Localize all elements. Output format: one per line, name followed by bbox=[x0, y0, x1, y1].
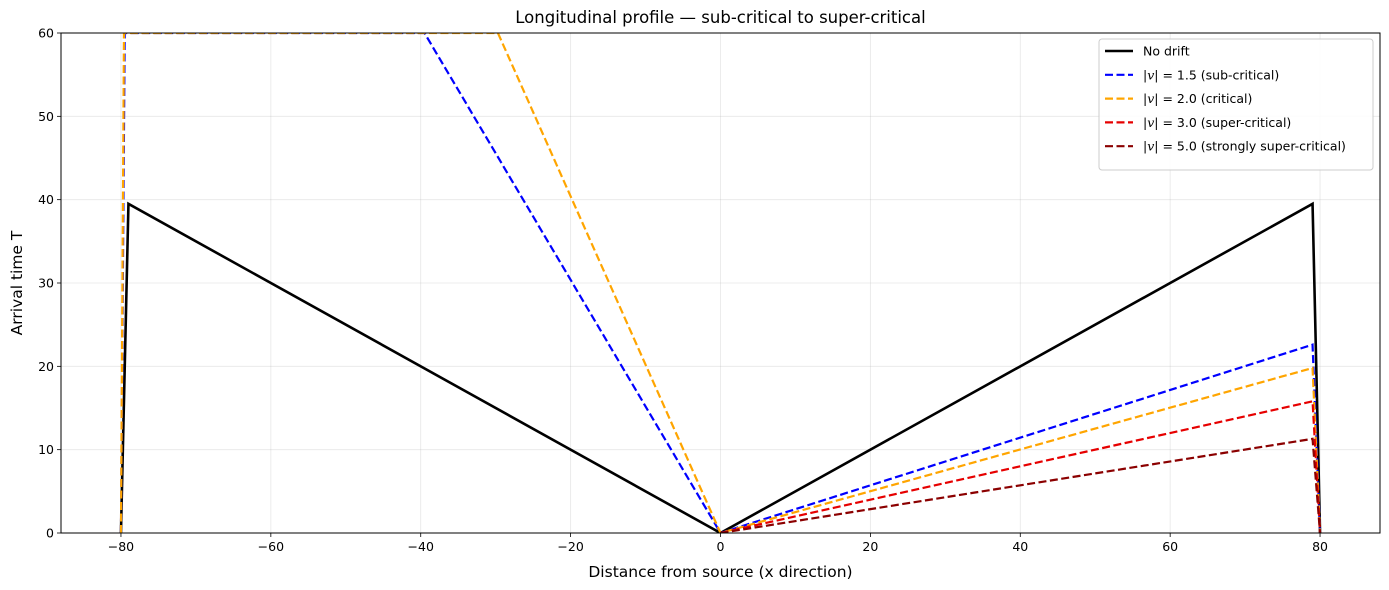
series-line-3 bbox=[119, 33, 1322, 533]
series-line-1 bbox=[119, 201, 1322, 533]
y-tick-label: 40 bbox=[38, 192, 54, 207]
y-tick-label: 50 bbox=[38, 109, 54, 124]
x-tick-label: 20 bbox=[862, 539, 878, 554]
x-tick-label: 80 bbox=[1312, 539, 1328, 554]
y-tick-label: 60 bbox=[38, 26, 54, 41]
y-tick-label: 30 bbox=[38, 276, 54, 291]
y-tick-label: 10 bbox=[38, 442, 54, 457]
y-tick-label: 20 bbox=[38, 359, 54, 374]
y-tick-label: 0 bbox=[46, 526, 54, 541]
x-tick-label: 60 bbox=[1162, 539, 1178, 554]
series-group bbox=[119, 33, 1322, 533]
x-tick-label: 40 bbox=[1012, 539, 1028, 554]
series-line-5 bbox=[720, 437, 1322, 533]
ticks: −80 −60 −40 −20 0 20 40 60 80 0 10 20 30 40 50 60 bbox=[38, 26, 1328, 555]
x-tick-label: −80 bbox=[108, 539, 134, 554]
legend-label: |v| = 1.5 (sub-critical) bbox=[1143, 67, 1279, 82]
x-tick-label: −20 bbox=[557, 539, 583, 554]
x-axis-label: Distance from source (x direction) bbox=[588, 563, 852, 581]
chart-title: Longitudinal profile — sub-critical to s… bbox=[515, 8, 925, 27]
y-axis-label: Arrival time T bbox=[8, 230, 26, 335]
x-tick-label: 0 bbox=[717, 539, 725, 554]
x-tick-label: −60 bbox=[258, 539, 284, 554]
legend-box bbox=[1098, 38, 1374, 171]
legend: No drift |v| = 1.5 (sub-critical) |v| = 2.… bbox=[1098, 38, 1374, 171]
legend-label: |v| = 3.0 (super-critical) bbox=[1143, 115, 1291, 130]
legend-label: |v| = 5.0 (strongly super-critical) bbox=[1143, 139, 1346, 154]
legend-label: No drift bbox=[1143, 44, 1190, 59]
x-tick-label: −40 bbox=[408, 539, 434, 554]
legend-label: |v| = 2.0 (critical) bbox=[1143, 91, 1252, 106]
